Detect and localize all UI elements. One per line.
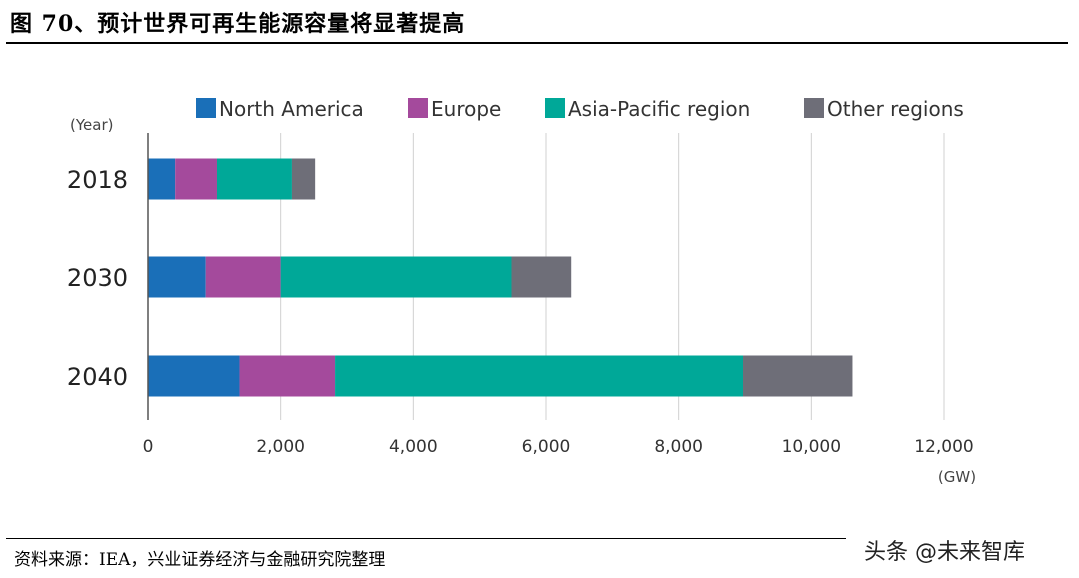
- bar-segment-north-america-2030: [148, 256, 206, 298]
- bar-segment-other-regions-2040: [743, 355, 853, 397]
- bar-segment-asia-pacific-region-2030: [280, 256, 512, 298]
- watermark-text: 头条 @未来智库: [864, 540, 1025, 565]
- title-rule: [6, 42, 1068, 44]
- bar-segment-north-america-2040: [148, 355, 240, 397]
- legend-swatch-other-regions: [804, 98, 824, 118]
- bars: [148, 158, 853, 397]
- value-axis-unit: (GW): [938, 468, 976, 486]
- legend-label-north-america: North America: [219, 97, 364, 121]
- bar-segment-asia-pacific-region-2018: [216, 158, 292, 200]
- bar-segment-europe-2030: [205, 256, 281, 298]
- x-tick-label: 2,000: [256, 437, 305, 457]
- legend: North America Europe Asia-Pacific region Ot…: [196, 97, 964, 121]
- bar-segment-other-regions-2018: [291, 158, 316, 200]
- bar-segment-asia-pacific-region-2040: [335, 355, 744, 397]
- bar-segment-other-regions-2030: [511, 256, 572, 298]
- source-note: 资料来源：IEA，兴业证券经济与金融研究院整理: [14, 550, 386, 570]
- x-tick-label: 6,000: [522, 437, 571, 457]
- x-tick-label: 8,000: [654, 437, 703, 457]
- x-tick-label: 10,000: [782, 437, 841, 457]
- figure-title: 图 70、预计世界可再生能源容量将显著提高: [10, 11, 466, 37]
- legend-label-europe: Europe: [431, 97, 501, 121]
- bar-segment-europe-2018: [175, 158, 217, 200]
- x-tick-label: 4,000: [389, 437, 438, 457]
- legend-swatch-asia-pacific-region: [545, 98, 565, 118]
- legend-swatch-europe: [408, 98, 428, 118]
- legend-swatch-north-america: [196, 98, 216, 118]
- x-tick-label: 0: [143, 437, 154, 457]
- legend-label-asia-pacific-region: Asia-Pacific region: [568, 97, 750, 121]
- category-axis-label: (Year): [70, 116, 113, 134]
- category-label: 2030: [67, 264, 128, 292]
- source-rule: [6, 538, 846, 539]
- bar-segment-north-america-2018: [148, 158, 176, 200]
- category-label: 2018: [67, 166, 128, 194]
- legend-label-other-regions: Other regions: [827, 97, 964, 121]
- category-label: 2040: [67, 363, 128, 391]
- x-tick-label: 12,000: [914, 437, 973, 457]
- axes: 2018 2030 2040 (Year) 0 2,000 4,000 6,000 8,000 1…: [67, 116, 976, 486]
- bar-segment-europe-2040: [239, 355, 336, 397]
